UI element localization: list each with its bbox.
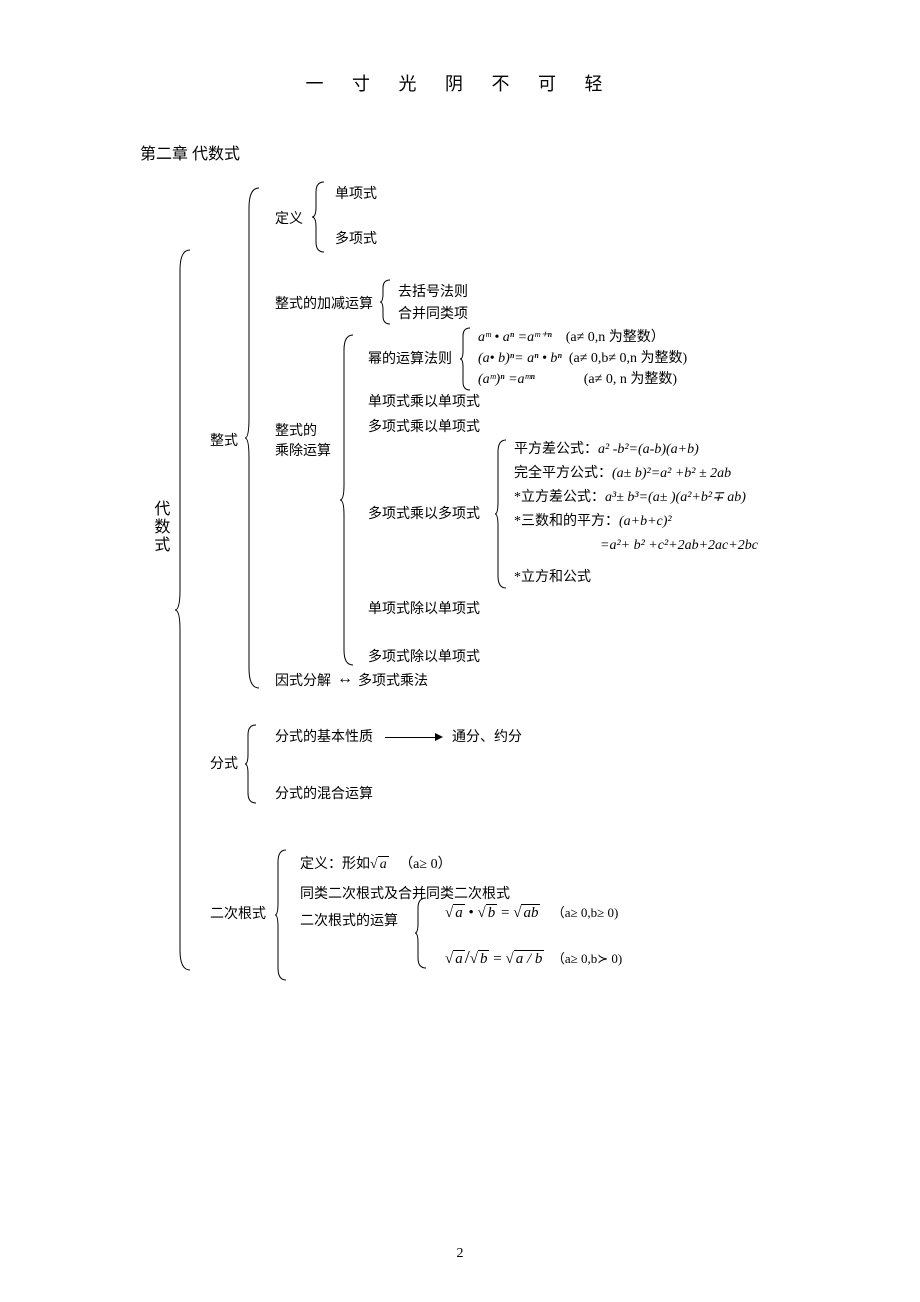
fenshi-tfyf: 通分、约分	[452, 728, 522, 748]
fenshi-hhys: 分式的混合运算	[275, 785, 373, 805]
yinshi: 因式分解	[275, 672, 331, 692]
chapter-title: 第二章 代数式	[140, 140, 240, 164]
chengchu-l2: 乘除运算	[275, 442, 331, 462]
dan-x-dan: 单项式乘以单项式	[368, 393, 480, 413]
lfh: *立方和公式	[514, 568, 591, 588]
pfc: 平方差公式：a² -b²=(a-b)(a+b)	[514, 440, 699, 460]
page: 一 寸 光 阴 不 可 轻 第二章 代数式 代数式 整式 定义 单项式 多项式 …	[0, 0, 920, 1302]
arrow-head-icon	[435, 733, 443, 741]
chengchu-l1: 整式的	[275, 422, 317, 442]
ercigen-label: 二次根式	[210, 905, 266, 925]
brace-ercigen	[275, 850, 289, 980]
ercigen-dy: 定义：形如√a （a≥ 0）	[300, 855, 452, 875]
mi-r3: (aᵐ)ⁿ =aᵐⁿ (a≠ 0, n 为整数)	[478, 370, 677, 390]
dingyi-dan: 单项式	[335, 185, 377, 205]
brace-zhengshi	[245, 188, 263, 688]
root-label: 代数式	[148, 500, 170, 554]
sshpf: *三数和的平方：(a+b+c)²	[514, 512, 672, 532]
brace-root	[175, 250, 195, 970]
duo-x-duo: 多项式乘以多项式	[368, 505, 480, 525]
double-arrow-icon: ↔	[337, 670, 353, 688]
mi-r2: (a• b)ⁿ= aⁿ • bⁿ (a≠ 0,b≠ 0,n 为整数)	[478, 349, 687, 369]
yinshi-r: 多项式乘法	[358, 672, 428, 692]
duo-x-dan: 多项式乘以单项式	[368, 418, 480, 438]
jiajian-hebing: 合并同类项	[398, 305, 468, 325]
ercigen-r2: √a/√b = √a / b （a≥ 0,b≻ 0)	[445, 945, 622, 970]
fenshi-jbxz: 分式的基本性质	[275, 728, 373, 748]
mi-label: 幂的运算法则	[368, 350, 452, 370]
zhengshi-label: 整式	[210, 432, 238, 452]
ercigen-r1: √a • √b = √ab （a≥ 0,b≥ 0)	[445, 903, 618, 924]
brace-dingyi	[312, 182, 326, 252]
wqpf: 完全平方公式：(a± b)²=a² +b² ± 2ab	[514, 464, 731, 484]
jiajian-label: 整式的加减运算	[275, 295, 373, 315]
brace-jiajian	[380, 280, 392, 324]
ercigen-tl: 同类二次根式及合并同类二次根式	[300, 885, 510, 905]
brace-mi	[460, 328, 472, 390]
brace-chengchu	[340, 335, 356, 665]
fenshi-label: 分式	[210, 755, 238, 775]
brace-ercigen-ys	[415, 898, 429, 968]
lfc: *立方差公式：a³± b³=(a± )(a²+b²∓ ab)	[514, 488, 746, 508]
brace-duoxduo	[495, 440, 509, 588]
arrow-line	[385, 737, 435, 738]
dingyi-label: 定义	[275, 210, 303, 230]
page-header: 一 寸 光 阴 不 可 轻	[0, 70, 920, 96]
dingyi-duo: 多项式	[335, 230, 377, 250]
page-number: 2	[0, 1246, 920, 1262]
duo-div-dan: 多项式除以单项式	[368, 648, 480, 668]
jiajian-qu: 去括号法则	[398, 283, 468, 303]
dan-div-dan: 单项式除以单项式	[368, 600, 480, 620]
mi-r1: aᵐ • aⁿ =aᵐ⁺ⁿ (a≠ 0,n 为整数）	[478, 328, 665, 348]
sshpf2: =a²+ b² +c²+2ab+2ac+2bc	[600, 536, 758, 556]
brace-fenshi	[245, 725, 259, 803]
ercigen-ys: 二次根式的运算	[300, 912, 398, 932]
